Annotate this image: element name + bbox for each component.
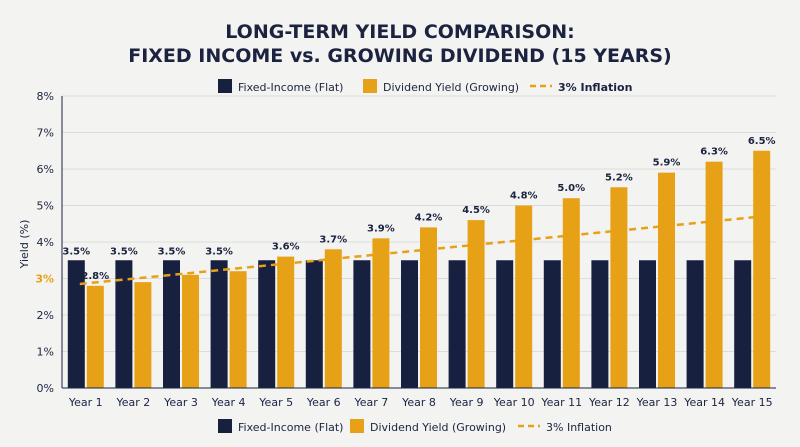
x-tick-label: Year 11 <box>540 396 582 409</box>
bar-dividend-yield <box>182 274 199 388</box>
x-tick-label: Year 1 <box>68 396 103 409</box>
bar-fixed-income <box>305 260 323 388</box>
x-tick-label: Year 13 <box>636 396 678 409</box>
bar-fixed-income <box>734 260 752 388</box>
y-tick-label: 5% <box>37 200 54 213</box>
x-tick-label: Year 9 <box>449 396 484 409</box>
inflation-line <box>79 215 763 286</box>
data-label-fixed: 3.5% <box>110 246 138 257</box>
bar-fixed-income <box>639 260 656 388</box>
y-tick-label: 3% <box>35 273 54 286</box>
bar-dividend-yield <box>277 256 295 388</box>
x-tick-label: Year 6 <box>306 396 341 409</box>
data-label-dividend: 5.0% <box>557 183 585 194</box>
data-label-dividend: 3.9% <box>367 223 395 234</box>
data-label-dividend: 4.5% <box>462 205 490 216</box>
bar-dividend-yield <box>324 249 342 388</box>
data-label-fixed: 3.5% <box>62 246 90 257</box>
inflation-trend-line <box>79 215 763 286</box>
bar-fixed-income <box>115 260 133 388</box>
y-axis-ticks: 0% 1% 2% 3% 4% 5% 6% 7% 8% <box>35 90 54 395</box>
bar-fixed-income <box>258 260 276 388</box>
x-tick-label: Year 7 <box>354 396 389 409</box>
legend-label-fixed: Fixed-Income (Flat) <box>238 81 343 94</box>
bar-dividend-yield <box>420 227 437 388</box>
bar-dividend-yield <box>753 150 771 388</box>
legend-label-dividend: Dividend Yield (Growing) <box>383 81 519 94</box>
bar-dividend-yield <box>86 285 104 388</box>
x-tick-label: Year 8 <box>401 396 436 409</box>
legend-swatch-dividend <box>363 79 377 93</box>
legend-bottom: Fixed-Income (Flat) Dividend Yield (Growi… <box>218 419 612 434</box>
data-label-dividend: 3.7% <box>319 234 347 245</box>
bar-fixed-income <box>543 260 561 388</box>
y-tick-label: 6% <box>37 163 54 176</box>
bar-dividend-yield <box>229 271 247 388</box>
bar-dividend-yield <box>658 172 675 388</box>
bar-dividend-yield <box>562 198 580 388</box>
y-tick-label: 4% <box>37 236 54 249</box>
x-tick-label: Year 3 <box>163 396 198 409</box>
x-axis-ticks: Year 1 Year 2 Year 3 Year 4 Year 5 Year 6 Year… <box>68 396 773 409</box>
bar-dividend-yield <box>134 282 152 388</box>
legend-label-inflation: 3% Inflation <box>546 421 612 434</box>
legend-label-dividend: Dividend Yield (Growing) <box>370 421 506 434</box>
x-tick-label: Year 2 <box>116 396 151 409</box>
chart-title-line1: LONG-TERM YIELD COMPARISON: <box>225 21 575 43</box>
bar-fixed-income <box>448 260 466 388</box>
legend-label-fixed: Fixed-Income (Flat) <box>238 421 343 434</box>
data-label-dividend: 5.2% <box>605 172 633 183</box>
bar-fixed-income <box>163 260 180 388</box>
bars <box>67 150 771 388</box>
bar-fixed-income <box>686 260 704 388</box>
data-label-dividend: 6.5% <box>748 136 776 147</box>
bar-fixed-income <box>353 260 371 388</box>
y-tick-label: 2% <box>37 309 54 322</box>
y-axis-label: Yield (%) <box>18 220 31 270</box>
bar-fixed-income <box>67 260 85 388</box>
x-tick-label: Year 14 <box>683 396 725 409</box>
data-label-dividend: 5.9% <box>653 158 681 169</box>
chart-title-line2: FIXED INCOME vs. GROWING DIVIDEND (15 YE… <box>128 45 672 67</box>
legend-swatch-fixed <box>218 79 232 93</box>
legend-swatch-fixed <box>218 419 232 433</box>
y-tick-label: 8% <box>37 90 54 103</box>
x-tick-label: Year 5 <box>258 396 293 409</box>
x-tick-label: Year 10 <box>493 396 535 409</box>
x-tick-label: Year 4 <box>211 396 246 409</box>
y-tick-label: 7% <box>37 127 54 140</box>
data-label-dividend: 2.8% <box>81 271 109 282</box>
bar-fixed-income <box>401 260 418 388</box>
legend-top: Fixed-Income (Flat) Dividend Yield (Growi… <box>218 79 632 94</box>
gridlines <box>62 95 776 352</box>
bar-dividend-yield <box>515 205 533 388</box>
data-labels: 3.5% 2.8% 3.5% 3.5% 3.5% 3.6% 3.7% 3.9% 4.2% 4.5%… <box>62 136 775 282</box>
data-label-dividend: 6.3% <box>700 147 728 158</box>
bar-fixed-income <box>496 260 514 388</box>
bar-dividend-yield <box>705 161 723 388</box>
y-tick-label: 0% <box>37 382 54 395</box>
bar-dividend-yield <box>467 220 485 388</box>
bar-dividend-yield <box>610 187 628 388</box>
bar-fixed-income <box>591 260 609 388</box>
legend-label-inflation: 3% Inflation <box>558 81 632 94</box>
data-label-dividend: 4.8% <box>510 191 538 202</box>
bar-fixed-income <box>210 260 228 388</box>
bar-dividend-yield <box>372 238 390 388</box>
legend-swatch-dividend <box>350 419 364 433</box>
x-tick-label: Year 12 <box>588 396 630 409</box>
data-label-dividend: 3.6% <box>272 242 300 253</box>
data-label-fixed: 3.5% <box>205 246 233 257</box>
data-label-fixed: 3.5% <box>158 246 186 257</box>
data-label-dividend: 4.2% <box>415 212 443 223</box>
y-tick-label: 1% <box>37 346 54 359</box>
x-tick-label: Year 15 <box>731 396 773 409</box>
